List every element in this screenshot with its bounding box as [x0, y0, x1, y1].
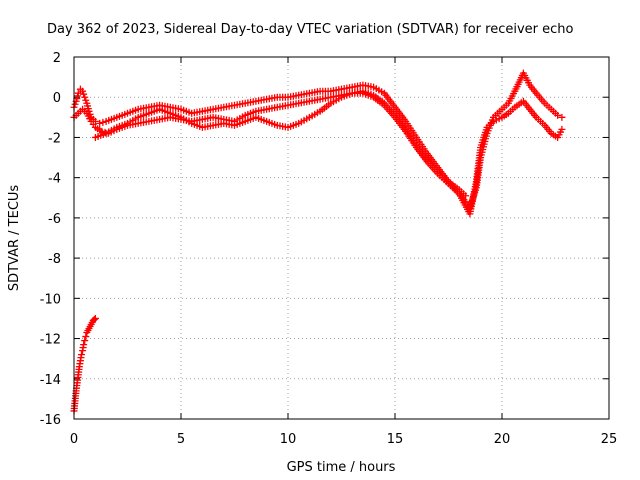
- x-axis-label: GPS time / hours: [287, 460, 396, 475]
- data-point: [81, 337, 89, 345]
- plot-frame: [73, 56, 610, 420]
- data-point: [81, 93, 89, 101]
- data-point: [558, 125, 566, 133]
- y-tick-label: 2: [53, 51, 61, 66]
- data-point: [82, 333, 90, 341]
- data-point: [99, 118, 107, 126]
- data-point: [80, 90, 88, 98]
- data-point: [90, 315, 98, 323]
- data-point: [74, 89, 82, 97]
- data-point: [79, 87, 87, 95]
- series-trace-d: [70, 314, 99, 415]
- data-point: [80, 341, 88, 349]
- y-tick-label: -4: [48, 172, 61, 187]
- x-tick-label: 5: [177, 432, 185, 447]
- data-point: [82, 96, 90, 104]
- data-point: [71, 100, 79, 108]
- data-point: [91, 314, 99, 322]
- x-tick-label: 25: [601, 432, 618, 447]
- y-tick-label: -10: [40, 292, 61, 307]
- x-tick-label: 10: [280, 432, 297, 447]
- x-tick-label: 20: [494, 432, 511, 447]
- series-trace-c: [91, 87, 470, 200]
- y-tick-label: 0: [53, 91, 61, 106]
- x-tick-label: 15: [387, 432, 404, 447]
- chart-title: Day 362 of 2023, Sidereal Day-to-day VTE…: [47, 22, 574, 37]
- data-points: [70, 69, 566, 415]
- y-tick-label: -8: [48, 252, 61, 267]
- y-tick-label: -6: [48, 212, 61, 227]
- series-trace-b: [70, 89, 566, 218]
- x-tick-label: 0: [70, 432, 78, 447]
- y-tick-label: -14: [40, 373, 61, 388]
- y-tick-label: -12: [40, 333, 61, 348]
- data-point: [558, 113, 566, 121]
- data-point: [98, 127, 106, 135]
- data-point: [554, 111, 562, 119]
- data-point: [96, 119, 104, 127]
- data-point: [77, 351, 85, 359]
- y-tick-label: -16: [40, 413, 61, 428]
- y-axis-label: SDTVAR / TECUs: [7, 185, 22, 292]
- data-point: [462, 192, 470, 200]
- y-tick-label: -2: [48, 131, 61, 146]
- series-trace-a: [70, 69, 566, 212]
